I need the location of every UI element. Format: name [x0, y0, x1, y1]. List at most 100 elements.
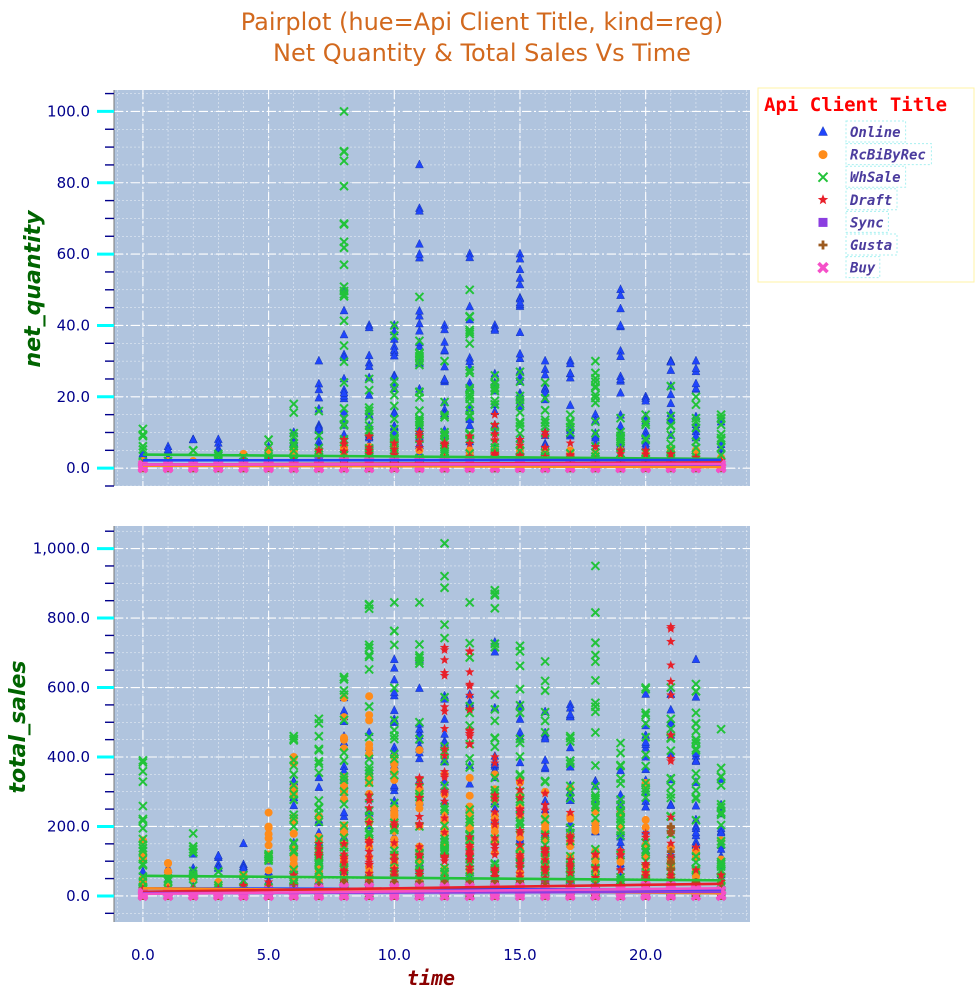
online-legend-marker — [818, 126, 828, 136]
data-point-whsale — [339, 237, 349, 247]
data-point-online — [364, 390, 374, 399]
data-point-draft — [590, 863, 601, 873]
data-point-whsale — [691, 436, 701, 447]
data-point-whsale — [590, 382, 601, 393]
data-point-whsale — [640, 417, 651, 428]
data-point-whsale — [490, 386, 500, 396]
data-point-whsale — [716, 772, 726, 782]
data-point-whsale — [640, 844, 651, 855]
data-point-online — [616, 387, 625, 397]
data-point-draft — [364, 448, 374, 458]
data-point-online — [540, 761, 550, 771]
data-point-draft — [364, 442, 374, 452]
data-point-draft — [389, 837, 399, 847]
data-point-draft — [515, 785, 525, 794]
data-point-whsale — [339, 715, 349, 725]
data-point-whsale — [640, 792, 651, 803]
legend-label-buy: Buy — [849, 261, 876, 277]
data-point-online — [389, 654, 399, 663]
data-point-draft — [565, 876, 575, 886]
x-axis-ticks: 0.0 5.0 10.0 15.0 20.0 — [131, 946, 662, 964]
data-point-whsale — [263, 851, 274, 861]
data-point-online — [389, 350, 399, 360]
data-point-draft — [414, 779, 425, 789]
data-point-draft — [565, 862, 575, 871]
data-point-draft — [465, 842, 475, 852]
data-point-online — [515, 273, 525, 282]
data-point-whsale — [691, 794, 701, 804]
data-point-whsale — [615, 748, 626, 758]
data-point-whsale — [465, 814, 475, 824]
data-point-whsale — [364, 650, 374, 660]
data-point-draft — [414, 437, 425, 447]
data-point-whsale — [439, 804, 450, 815]
data-point-draft — [339, 858, 349, 868]
data-point-rcbibyrec — [289, 855, 298, 864]
data-point-whsale — [691, 738, 701, 748]
data-point-whsale — [716, 839, 726, 849]
data-point-whsale — [138, 766, 148, 777]
data-point-whsale — [339, 316, 349, 326]
data-point-online — [314, 772, 324, 782]
data-point-whsale — [590, 707, 601, 717]
data-point-online — [364, 322, 374, 332]
data-point-draft — [615, 864, 626, 874]
data-point-online — [515, 353, 525, 362]
data-point-whsale — [289, 795, 299, 805]
data-point-whsale — [590, 698, 601, 708]
data-point-rcbibyrec — [541, 824, 550, 833]
data-point-whsale — [414, 717, 425, 727]
data-point-whsale — [339, 260, 349, 270]
data-point-rcbibyrec — [591, 819, 600, 828]
data-point-online — [691, 691, 701, 701]
legend-label-sync: Sync — [850, 215, 884, 231]
data-point-whsale — [716, 802, 726, 813]
data-point-whsale — [515, 843, 525, 853]
data-point-whsale — [716, 836, 726, 846]
data-point-whsale — [666, 793, 676, 803]
data-point-whsale — [138, 815, 148, 826]
data-point-draft — [439, 856, 450, 866]
legend-label-online: Online — [850, 125, 901, 141]
data-point-whsale — [615, 437, 626, 447]
data-point-draft — [465, 704, 475, 714]
data-point-online — [616, 303, 625, 313]
data-point-draft — [364, 431, 374, 441]
data-point-whsale — [490, 442, 500, 453]
data-point-whsale — [490, 689, 500, 700]
data-point-draft — [465, 681, 475, 691]
data-point-whsale — [339, 747, 349, 758]
data-point-draft — [515, 868, 525, 878]
data-point-draft — [439, 670, 450, 680]
data-point-whsale — [439, 869, 450, 879]
data-point-draft — [540, 855, 550, 864]
data-point-draft — [666, 756, 676, 766]
data-point-draft — [490, 843, 500, 853]
data-point-whsale — [364, 640, 374, 650]
data-point-draft — [590, 849, 601, 859]
data-point-whsale — [590, 373, 601, 384]
data-point-draft — [490, 807, 500, 817]
data-point-online — [339, 329, 349, 339]
data-point-whsale — [716, 780, 726, 791]
data-point-online — [540, 387, 550, 397]
data-point-rcbibyrec — [365, 716, 374, 725]
data-point-whsale — [339, 403, 349, 414]
data-point-online — [188, 434, 198, 444]
data-point-draft — [465, 862, 475, 872]
data-point-whsale — [339, 775, 349, 785]
data-point-whsale — [289, 438, 299, 449]
y-tick-label: 0.0 — [66, 887, 90, 905]
data-point-whsale — [515, 367, 525, 377]
data-point-whsale — [339, 413, 349, 424]
data-point-online — [465, 778, 475, 788]
data-point-draft — [263, 877, 274, 887]
data-point-whsale — [414, 360, 425, 370]
data-point-whsale — [289, 769, 299, 780]
data-point-whsale — [490, 704, 500, 715]
data-point-whsale — [691, 686, 701, 696]
data-point-whsale — [615, 413, 626, 423]
data-point-whsale — [364, 732, 374, 742]
x-tick-label: 10.0 — [378, 946, 411, 964]
data-point-online — [415, 753, 424, 763]
